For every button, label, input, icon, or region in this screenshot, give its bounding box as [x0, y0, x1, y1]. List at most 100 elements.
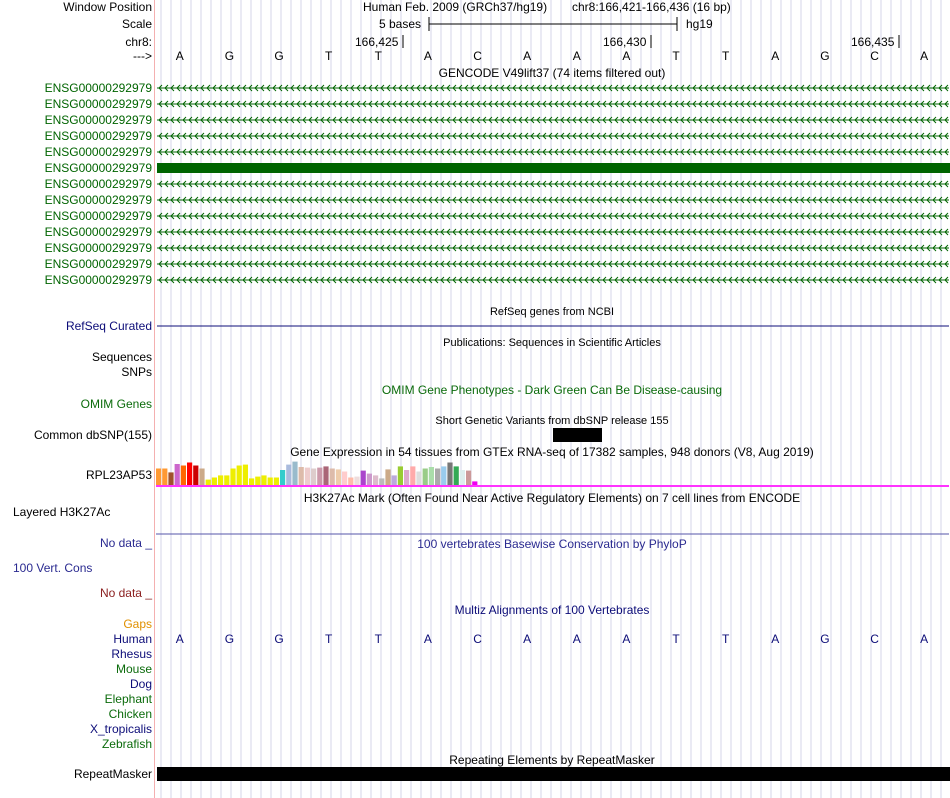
gencode-item-label[interactable]: ENSG00000292979 — [44, 273, 152, 287]
base-11: T — [672, 632, 680, 646]
base-11: T — [672, 49, 680, 63]
species-label-rhesus[interactable]: Rhesus — [111, 647, 152, 661]
species-label-dog[interactable]: Dog — [129, 677, 152, 691]
species-label-gaps[interactable]: Gaps — [123, 617, 152, 631]
gencode-strand-chevrons — [158, 228, 949, 236]
gtex-tissue-bar — [323, 466, 329, 485]
refseq-label[interactable]: RefSeq Curated — [65, 319, 152, 333]
gencode-item-label[interactable]: ENSG00000292979 — [44, 145, 152, 159]
gencode-item-label[interactable]: ENSG00000292979 — [44, 225, 152, 239]
gencode-strand-chevrons — [158, 196, 949, 204]
repeatmasker-element-bar — [157, 767, 950, 781]
base-7: C — [473, 49, 482, 63]
gtex-tissue-bar — [168, 472, 174, 485]
gtex-tissue-bar — [466, 470, 472, 485]
dbsnp-label[interactable]: Common dbSNP(155) — [33, 428, 152, 442]
gencode-track-title[interactable]: GENCODE V49lift37 (74 items filtered out… — [438, 66, 666, 80]
gtex-tissue-bar — [397, 466, 403, 485]
dbsnp-variant-box — [553, 428, 602, 442]
gtex-tissue-bar — [180, 465, 186, 485]
phylop-track-title[interactable]: 100 vertebrates Basewise Conservation by… — [417, 537, 687, 551]
gtex-tissue-bar — [156, 468, 162, 485]
gencode-item-label[interactable]: ENSG00000292979 — [44, 129, 152, 143]
species-label-elephant[interactable]: Elephant — [104, 692, 152, 706]
phylop-nodata-top: No data _ — [99, 536, 152, 550]
base-16: A — [920, 49, 929, 63]
species-label-mouse[interactable]: Mouse — [115, 662, 152, 676]
dbsnp-track-title[interactable]: Short Genetic Variants from dbSNP releas… — [435, 415, 669, 427]
gtex-tissue-bar — [255, 476, 261, 485]
gtex-tissue-bar — [360, 470, 366, 485]
gtex-tissue-bar — [304, 467, 310, 485]
position-readout[interactable]: chr8:166,421-166,436 (16 bp) — [572, 0, 731, 14]
scale-label: Scale — [121, 17, 152, 31]
gencode-strand-chevrons — [158, 244, 949, 252]
gtex-tissue-bar — [335, 469, 341, 485]
gencode-item-label[interactable]: ENSG00000292979 — [44, 209, 152, 223]
publications-sequences-label[interactable]: Sequences — [91, 350, 152, 364]
gencode-strand-chevrons — [158, 212, 949, 220]
gtex-tissue-bar — [199, 468, 205, 485]
gtex-tissue-bar — [230, 468, 236, 485]
species-label-human[interactable]: Human — [113, 632, 152, 646]
gencode-strand-chevrons — [158, 260, 949, 268]
base-5: T — [374, 632, 382, 646]
base-4: T — [324, 632, 333, 646]
gtex-tissue-bar — [286, 464, 292, 485]
gtex-tissue-bar — [267, 477, 273, 485]
gtex-tissue-bar — [242, 464, 248, 485]
gencode-strand-chevrons — [158, 100, 949, 108]
gtex-tissue-bar — [211, 477, 217, 485]
assembly-title[interactable]: Human Feb. 2009 (GRCh37/hg19) — [363, 0, 548, 14]
gencode-item-label[interactable]: ENSG00000292979 — [44, 177, 152, 191]
publications-snps-label[interactable]: SNPs — [121, 365, 152, 379]
species-label-chicken[interactable]: Chicken — [108, 707, 152, 721]
gencode-item-label[interactable]: ENSG00000292979 — [44, 161, 152, 175]
gtex-tissue-bar — [416, 471, 422, 485]
gencode-item-label[interactable]: ENSG00000292979 — [44, 81, 152, 95]
gtex-tissue-bar — [329, 468, 335, 485]
gtex-tissue-bar — [187, 462, 193, 485]
omim-label[interactable]: OMIM Genes — [80, 397, 152, 411]
species-label-x_tropicalis[interactable]: X_tropicalis — [89, 722, 152, 736]
gencode-item-label[interactable]: ENSG00000292979 — [44, 113, 152, 127]
phylop-label[interactable]: 100 Vert. Cons — [13, 561, 93, 575]
strand-arrow-label[interactable]: ---> — [133, 49, 152, 63]
gtex-tissue-bar — [422, 468, 428, 485]
gencode-item-label[interactable]: ENSG00000292979 — [44, 257, 152, 271]
gtex-tissue-bar — [236, 465, 242, 485]
coord-166435: 166,435 — [851, 35, 895, 49]
omim-track-title[interactable]: OMIM Gene Phenotypes - Dark Green Can Be… — [381, 383, 723, 397]
multiz-track-title[interactable]: Multiz Alignments of 100 Vertebrates — [454, 603, 650, 617]
gencode-strand-chevrons — [158, 132, 949, 140]
gtex-tissue-bar — [174, 464, 180, 485]
gtex-gene-label[interactable]: RPL23AP53 — [85, 468, 152, 482]
base-3: G — [274, 632, 284, 646]
gtex-tissue-bar — [273, 477, 279, 485]
gencode-item-label[interactable]: ENSG00000292979 — [44, 97, 152, 111]
gtex-tissue-bar — [317, 467, 323, 485]
gtex-tissue-bar — [373, 475, 379, 485]
species-label-zebrafish[interactable]: Zebrafish — [101, 737, 152, 751]
base-12: T — [721, 49, 730, 63]
gtex-tissue-bar — [404, 470, 410, 485]
gtex-tissue-bar — [453, 466, 459, 485]
gtex-tissue-bar — [205, 479, 211, 485]
base-10: A — [622, 49, 631, 63]
publications-track-title[interactable]: Publications: Sequences in Scientific Ar… — [443, 337, 661, 349]
repeatmasker-label[interactable]: RepeatMasker — [73, 767, 152, 781]
repeatmasker-track-title[interactable]: Repeating Elements by RepeatMasker — [449, 753, 655, 767]
gencode-item-label[interactable]: ENSG00000292979 — [44, 241, 152, 255]
gencode-item-label[interactable]: ENSG00000292979 — [44, 193, 152, 207]
gtex-tissue-bar — [428, 467, 434, 485]
base-10: A — [622, 632, 631, 646]
h3k27ac-track-title[interactable]: H3K27Ac Mark (Often Found Near Active Re… — [303, 491, 801, 505]
gtex-tissue-bar — [366, 473, 372, 485]
base-1: A — [175, 49, 184, 63]
h3k27ac-label[interactable]: Layered H3K27Ac — [13, 505, 111, 519]
refseq-track-title[interactable]: RefSeq genes from NCBI — [489, 306, 615, 318]
gtex-track-title[interactable]: Gene Expression in 54 tissues from GTEx … — [290, 445, 814, 459]
gtex-tissue-bar — [193, 465, 199, 485]
